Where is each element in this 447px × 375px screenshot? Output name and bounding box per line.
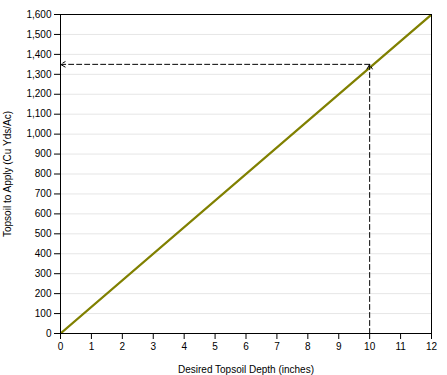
svg-text:1,200: 1,200	[26, 88, 51, 99]
svg-text:400: 400	[35, 248, 52, 259]
svg-text:100: 100	[35, 308, 52, 319]
svg-text:8: 8	[305, 341, 311, 352]
svg-text:600: 600	[35, 208, 52, 219]
svg-text:5: 5	[212, 341, 218, 352]
svg-text:0: 0	[46, 328, 52, 339]
svg-text:7: 7	[274, 341, 280, 352]
svg-text:3: 3	[150, 341, 156, 352]
svg-text:6: 6	[243, 341, 249, 352]
svg-text:4: 4	[181, 341, 187, 352]
svg-text:1: 1	[89, 341, 95, 352]
svg-text:900: 900	[35, 148, 52, 159]
svg-text:11: 11	[395, 341, 406, 352]
svg-text:1,300: 1,300	[26, 69, 51, 80]
svg-text:0: 0	[58, 341, 64, 352]
svg-text:700: 700	[35, 188, 52, 199]
svg-text:Topsoil to Apply (Cu Yds/Ac): Topsoil to Apply (Cu Yds/Ac)	[2, 111, 13, 237]
svg-text:1,600: 1,600	[26, 9, 51, 20]
svg-text:500: 500	[35, 228, 52, 239]
svg-text:10: 10	[364, 341, 376, 352]
svg-text:Desired Topsoil Depth (inches): Desired Topsoil Depth (inches)	[178, 364, 314, 375]
svg-text:2: 2	[120, 341, 126, 352]
svg-text:800: 800	[35, 168, 52, 179]
svg-text:300: 300	[35, 268, 52, 279]
svg-text:9: 9	[336, 341, 342, 352]
svg-text:1,000: 1,000	[26, 128, 51, 139]
svg-text:1,400: 1,400	[26, 49, 51, 60]
svg-text:200: 200	[35, 288, 52, 299]
svg-text:12: 12	[426, 341, 438, 352]
svg-text:1,100: 1,100	[26, 108, 51, 119]
svg-text:1,500: 1,500	[26, 29, 51, 40]
